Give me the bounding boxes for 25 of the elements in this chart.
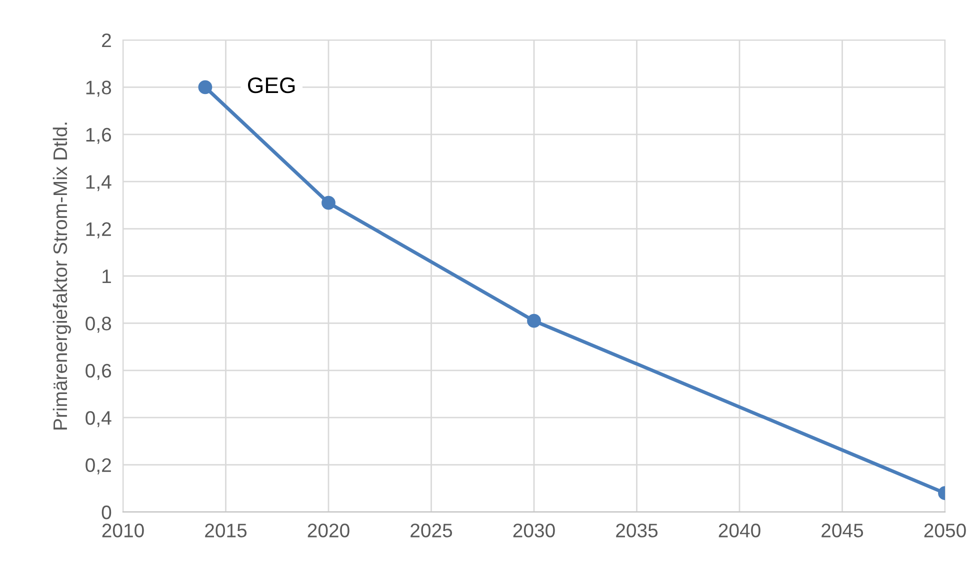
y-tick-label: 0 — [102, 505, 112, 520]
x-tick-label: 2035 — [616, 524, 658, 538]
y-tick-label: 1,6 — [86, 128, 112, 144]
x-tick-label: 2020 — [308, 524, 350, 538]
point — [198, 80, 212, 94]
x-tick-label: 2050 — [924, 524, 966, 538]
y-tick-label: 1,8 — [86, 80, 112, 97]
point — [322, 196, 336, 210]
x-tick-label: 2015 — [205, 524, 247, 538]
x-tick-label: 2030 — [513, 524, 555, 538]
point — [527, 314, 541, 328]
x-tick-label: 2010 — [102, 524, 144, 538]
annotation: GEG — [248, 77, 295, 94]
y-tick-label: 0,4 — [86, 411, 112, 428]
y-tick-label: 0,8 — [86, 316, 112, 333]
y-tick-label: 2 — [102, 33, 111, 48]
y-axis-title: Primärenergiefaktor Strom-Mix Dtld. — [52, 122, 71, 430]
y-tick-label: 1,2 — [86, 222, 111, 238]
y-tick-label: 1,4 — [86, 175, 112, 192]
y-tick-label: 1 — [102, 270, 111, 284]
y-tick-label: 0,6 — [86, 364, 112, 380]
x-tick-label: 2040 — [718, 524, 760, 538]
x-tick-label: 2025 — [410, 524, 452, 538]
y-tick-label: 0,2 — [86, 458, 111, 474]
x-tick-label: 2045 — [822, 524, 864, 538]
